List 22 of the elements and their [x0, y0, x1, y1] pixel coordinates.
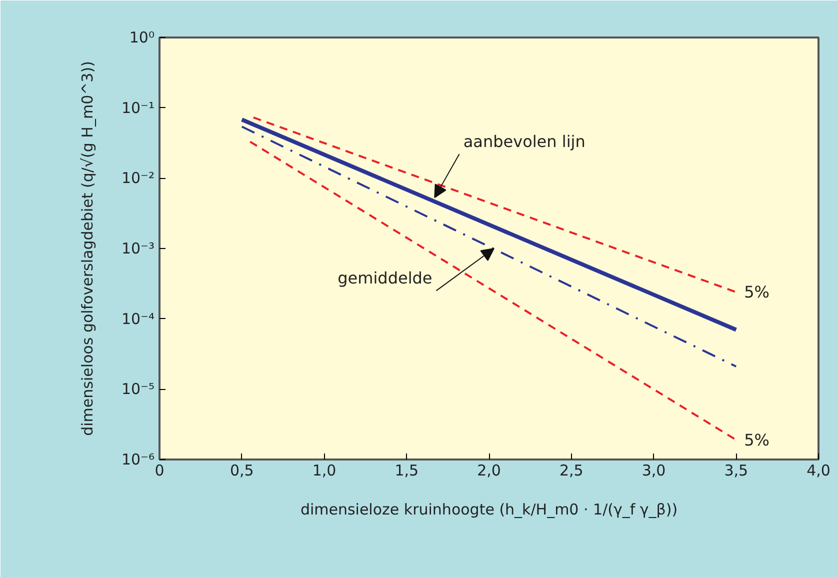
y-tick-label: 10⁻³	[121, 240, 155, 258]
x-tick-label: 4,0	[806, 462, 830, 480]
x-tick-label: 2,0	[477, 462, 501, 480]
x-axis-title: dimensieloze kruinhoogte (h_k/H_m0 · 1/(γ_f γ_β))	[300, 500, 678, 518]
annotation: aanbevolen lijn	[463, 132, 586, 151]
x-tick-label: 1,5	[394, 462, 419, 480]
annotation: 5%	[744, 430, 770, 450]
y-axis-title: dimensieloos golfoverslagdebiet (q/√(g H_m0^3))	[78, 61, 96, 436]
y-tick-label: 10⁻⁵	[121, 380, 155, 398]
x-tick-label: 0,5	[230, 462, 254, 480]
annotation: 5%	[744, 282, 770, 302]
y-tick-label: 10⁻²	[121, 169, 155, 188]
y-tick-label: 10⁰	[129, 28, 155, 46]
y-tick-label: 10⁻⁴	[121, 310, 155, 328]
annotation: gemiddelde	[338, 268, 432, 288]
x-tick-label: 3,5	[724, 462, 748, 480]
x-tick-label: 1,0	[312, 462, 336, 480]
x-tick-label: 0	[154, 462, 164, 480]
y-tick-label: 10⁻¹	[121, 98, 155, 117]
x-tick-label: 3,0	[642, 462, 666, 480]
y-tick-label: 10⁻⁶	[121, 450, 155, 468]
x-tick-label: 2,5	[559, 462, 584, 480]
